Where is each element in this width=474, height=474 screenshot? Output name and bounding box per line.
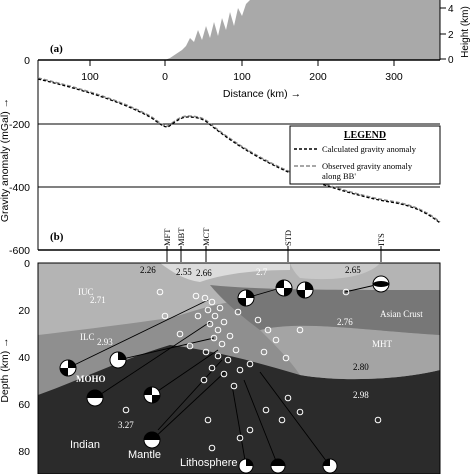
panel-b-label: (b) bbox=[50, 231, 64, 243]
focal-mechanism bbox=[86, 389, 104, 407]
density-label: 2.98 bbox=[353, 390, 369, 400]
distance-tick-label: 100 bbox=[81, 71, 99, 83]
depth-axis-label: Depth (km) → bbox=[0, 337, 11, 402]
legend-title: LEGEND bbox=[344, 130, 386, 141]
layer-label-indian: Indian bbox=[70, 439, 100, 451]
density-label: 2.71 bbox=[90, 295, 106, 305]
density-label: 2.26 bbox=[140, 265, 156, 275]
gravity-tick-label: -600 bbox=[9, 245, 30, 257]
distance-axis-label: Distance (km) → bbox=[223, 88, 301, 100]
layer-label-iuc: IUC bbox=[78, 287, 94, 297]
focal-mechanism bbox=[59, 359, 77, 377]
legend-calc-label: Calculated gravity anomaly bbox=[322, 144, 417, 154]
focal-mechanism bbox=[275, 279, 293, 297]
distance-tick-label: 300 bbox=[385, 71, 403, 83]
focal-mechanism-connectors bbox=[67, 283, 381, 467]
layer-label-asian-crust: Asian Crust bbox=[380, 309, 423, 319]
gravity-panel: 100 0 100 200 300 Distance (km) → 0 -200… bbox=[0, 55, 441, 262]
sediment-wedge bbox=[160, 263, 290, 282]
gravity-axis-label: Gravity anomaly (mGal) → bbox=[0, 98, 11, 222]
depth-tick-label: 0 bbox=[24, 258, 30, 270]
distance-tick-label: 200 bbox=[309, 71, 327, 83]
layer-label-mantle: Mantle bbox=[128, 449, 161, 461]
depth-tick-label: 20 bbox=[18, 305, 30, 317]
focal-mechanism bbox=[372, 275, 390, 293]
sediment-wedge-small bbox=[290, 263, 380, 280]
height-axis-label: Height (km) bbox=[460, 6, 471, 58]
density-label: 2.55 bbox=[176, 267, 192, 277]
focal-mechanism bbox=[296, 281, 314, 299]
focal-mechanisms bbox=[59, 275, 390, 474]
cross-section-panel: 0 20 40 60 80 Depth (km) → IUC ILC MOHO … bbox=[0, 258, 441, 474]
layer-label-moho: MOHO bbox=[76, 374, 106, 384]
cross-section-frame bbox=[37, 262, 441, 474]
focal-mechanism bbox=[270, 458, 286, 474]
depth-tick-label: 80 bbox=[18, 446, 30, 458]
gravity-tick-label: -200 bbox=[9, 119, 30, 131]
density-label: 2.76 bbox=[337, 317, 353, 327]
thrust-label-mft: MFT bbox=[162, 228, 172, 246]
gravity-legend: LEGEND Calculated gravity anomaly Observ… bbox=[289, 125, 441, 185]
layer-label-mht: MHT bbox=[372, 339, 393, 349]
hypocenters bbox=[122, 288, 382, 452]
lower-asian-crust-layer bbox=[260, 325, 440, 380]
depth-tick-label: 60 bbox=[18, 399, 30, 411]
legend-obs-label: Observed gravity anomaly bbox=[322, 161, 413, 171]
density-label: 2.66 bbox=[196, 268, 212, 278]
observed-gravity-curve bbox=[37, 77, 441, 223]
focal-mechanism bbox=[237, 289, 255, 307]
density-label: 2.80 bbox=[353, 362, 369, 372]
focal-mechanism bbox=[322, 458, 338, 474]
thrust-label-std: STD bbox=[283, 230, 293, 246]
focal-mechanism bbox=[143, 431, 161, 449]
height-tick-label: 2 bbox=[448, 30, 454, 41]
layer-label-ilc: ILC bbox=[80, 332, 95, 342]
legend-obs-label-2: along BB' bbox=[322, 171, 356, 181]
focal-mechanism bbox=[109, 351, 127, 369]
depth-tick-label: 40 bbox=[18, 352, 30, 364]
density-label: 2.7 bbox=[256, 267, 268, 277]
calculated-gravity-curve bbox=[37, 78, 441, 224]
height-tick-label: 0 bbox=[448, 55, 454, 66]
thrust-labels: MFT MBT MCT STD ITS bbox=[162, 227, 386, 262]
density-label: 2.93 bbox=[97, 337, 113, 347]
asian-crust-layer bbox=[210, 285, 440, 335]
density-label: 2.65 bbox=[345, 265, 361, 275]
thrust-label-mct: MCT bbox=[201, 227, 211, 246]
distance-tick-label: 100 bbox=[233, 71, 251, 83]
panel-a-label: (a) bbox=[50, 43, 63, 55]
layer-label-lithosphere: Lithosphere bbox=[180, 457, 238, 469]
density-label: 3.27 bbox=[118, 420, 134, 430]
topography-panel: 4 2 0 Height (km) (a) bbox=[38, 0, 471, 66]
thrust-label-mbt: MBT bbox=[176, 227, 186, 246]
focal-mechanism bbox=[238, 458, 254, 474]
topography-profile bbox=[165, 0, 440, 60]
gravity-tick-label: 0 bbox=[24, 55, 30, 67]
thrust-label-its: ITS bbox=[376, 233, 386, 246]
focal-mechanism bbox=[143, 386, 161, 404]
height-tick-label: 4 bbox=[448, 4, 454, 15]
gravity-tick-label: -400 bbox=[9, 182, 30, 194]
distance-tick-label: 0 bbox=[162, 71, 168, 83]
